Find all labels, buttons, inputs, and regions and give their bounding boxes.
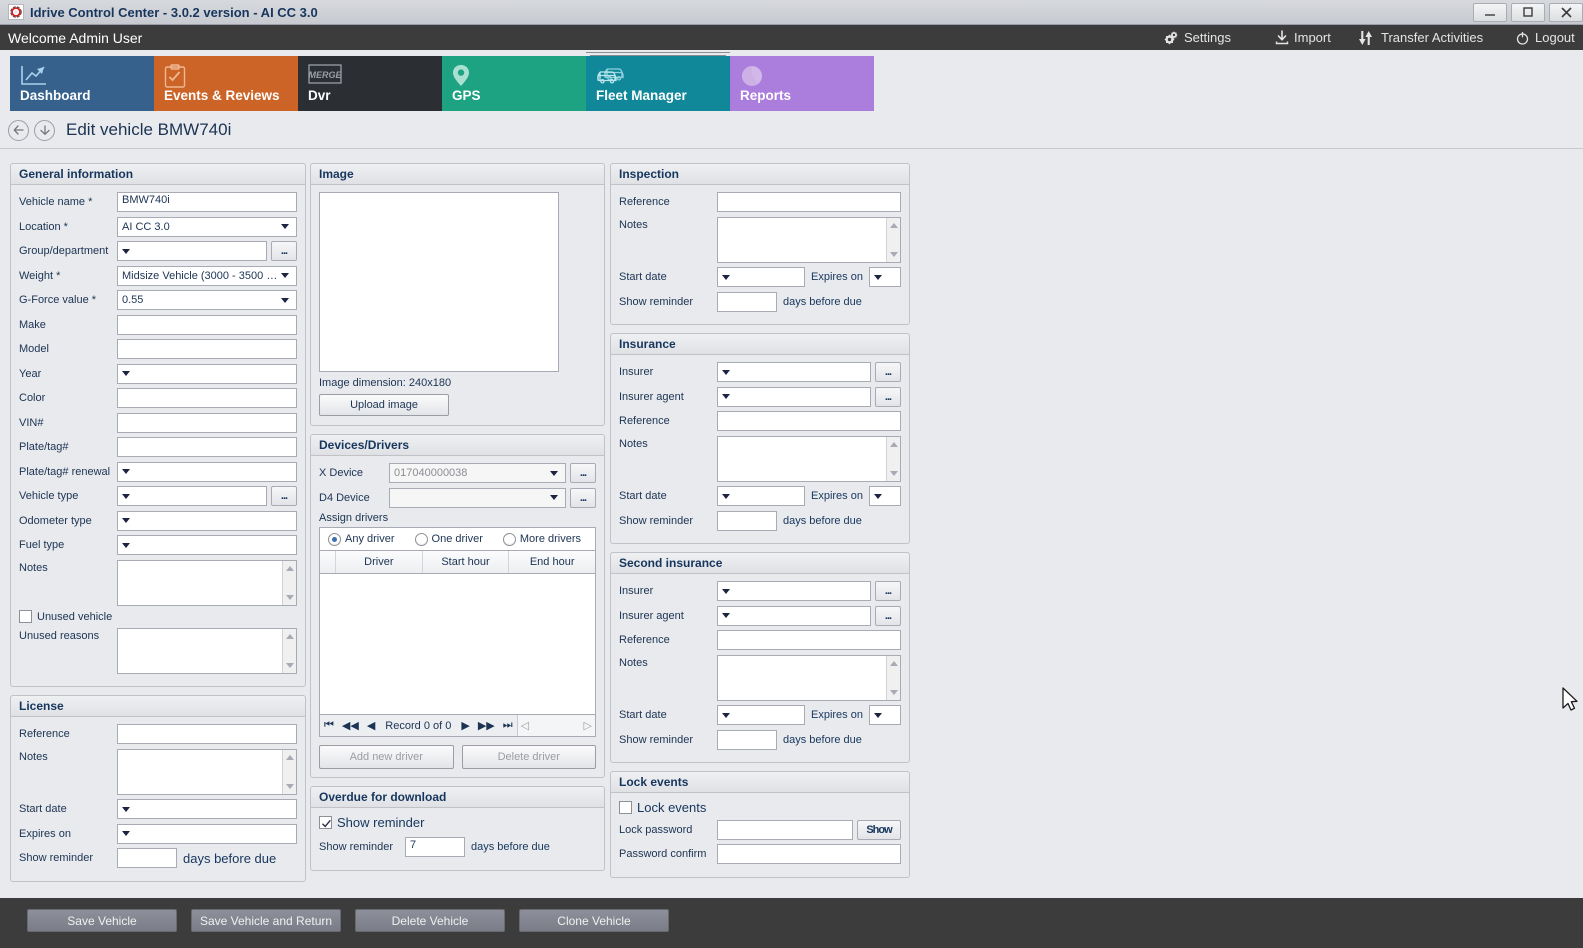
svg-text:MERGE: MERGE bbox=[308, 70, 342, 80]
